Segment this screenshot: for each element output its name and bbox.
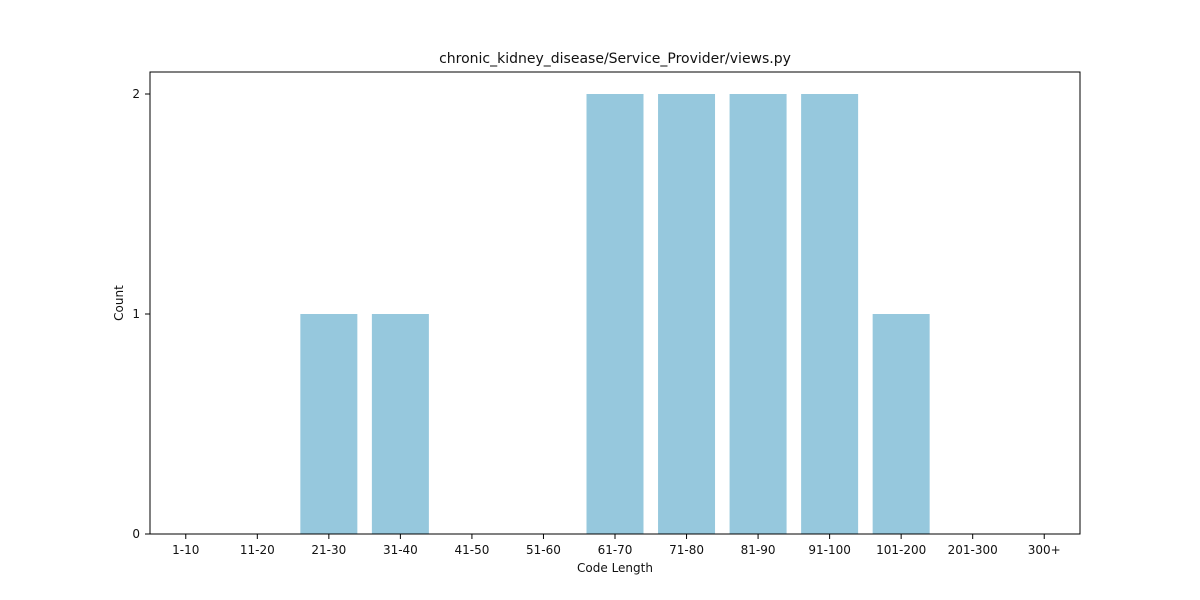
bar-81-90: [729, 94, 787, 534]
x-axis-label: Code Length: [577, 561, 653, 575]
x-tick-label-41-50: 41-50: [454, 543, 489, 557]
x-tick-label-101-200: 101-200: [876, 543, 926, 557]
x-tick-label-21-30: 21-30: [311, 543, 346, 557]
y-tick-label-2: 2: [132, 87, 140, 101]
x-tick-label-1-10: 1-10: [172, 543, 199, 557]
x-tick-label-81-90: 81-90: [741, 543, 776, 557]
y-tick-label-0: 0: [132, 527, 140, 541]
x-tick-label-300+: 300+: [1028, 543, 1061, 557]
chart-title: chronic_kidney_disease/Service_Provider/…: [439, 51, 791, 67]
bar-21-30: [300, 314, 358, 534]
x-tick-label-31-40: 31-40: [383, 543, 418, 557]
x-tick-label-91-100: 91-100: [808, 543, 851, 557]
bar-91-100: [801, 94, 859, 534]
x-tick-label-61-70: 61-70: [598, 543, 633, 557]
y-tick-label-1: 1: [132, 307, 140, 321]
bar-101-200: [872, 314, 930, 534]
bars-layer: [300, 94, 930, 534]
x-tick-label-71-80: 71-80: [669, 543, 704, 557]
y-axis-label: Count: [112, 285, 126, 321]
x-axis: 1-10 11-20 21-30 31-40 41-50 51-60 61-70 71-80 8…: [172, 534, 1061, 557]
x-tick-label-201-300: 201-300: [948, 543, 998, 557]
bar-31-40: [371, 314, 429, 534]
bar-71-80: [658, 94, 716, 534]
bar-61-70: [586, 94, 644, 534]
x-tick-label-51-60: 51-60: [526, 543, 561, 557]
x-tick-label-11-20: 11-20: [240, 543, 275, 557]
y-axis: 0 1 2: [132, 87, 150, 541]
